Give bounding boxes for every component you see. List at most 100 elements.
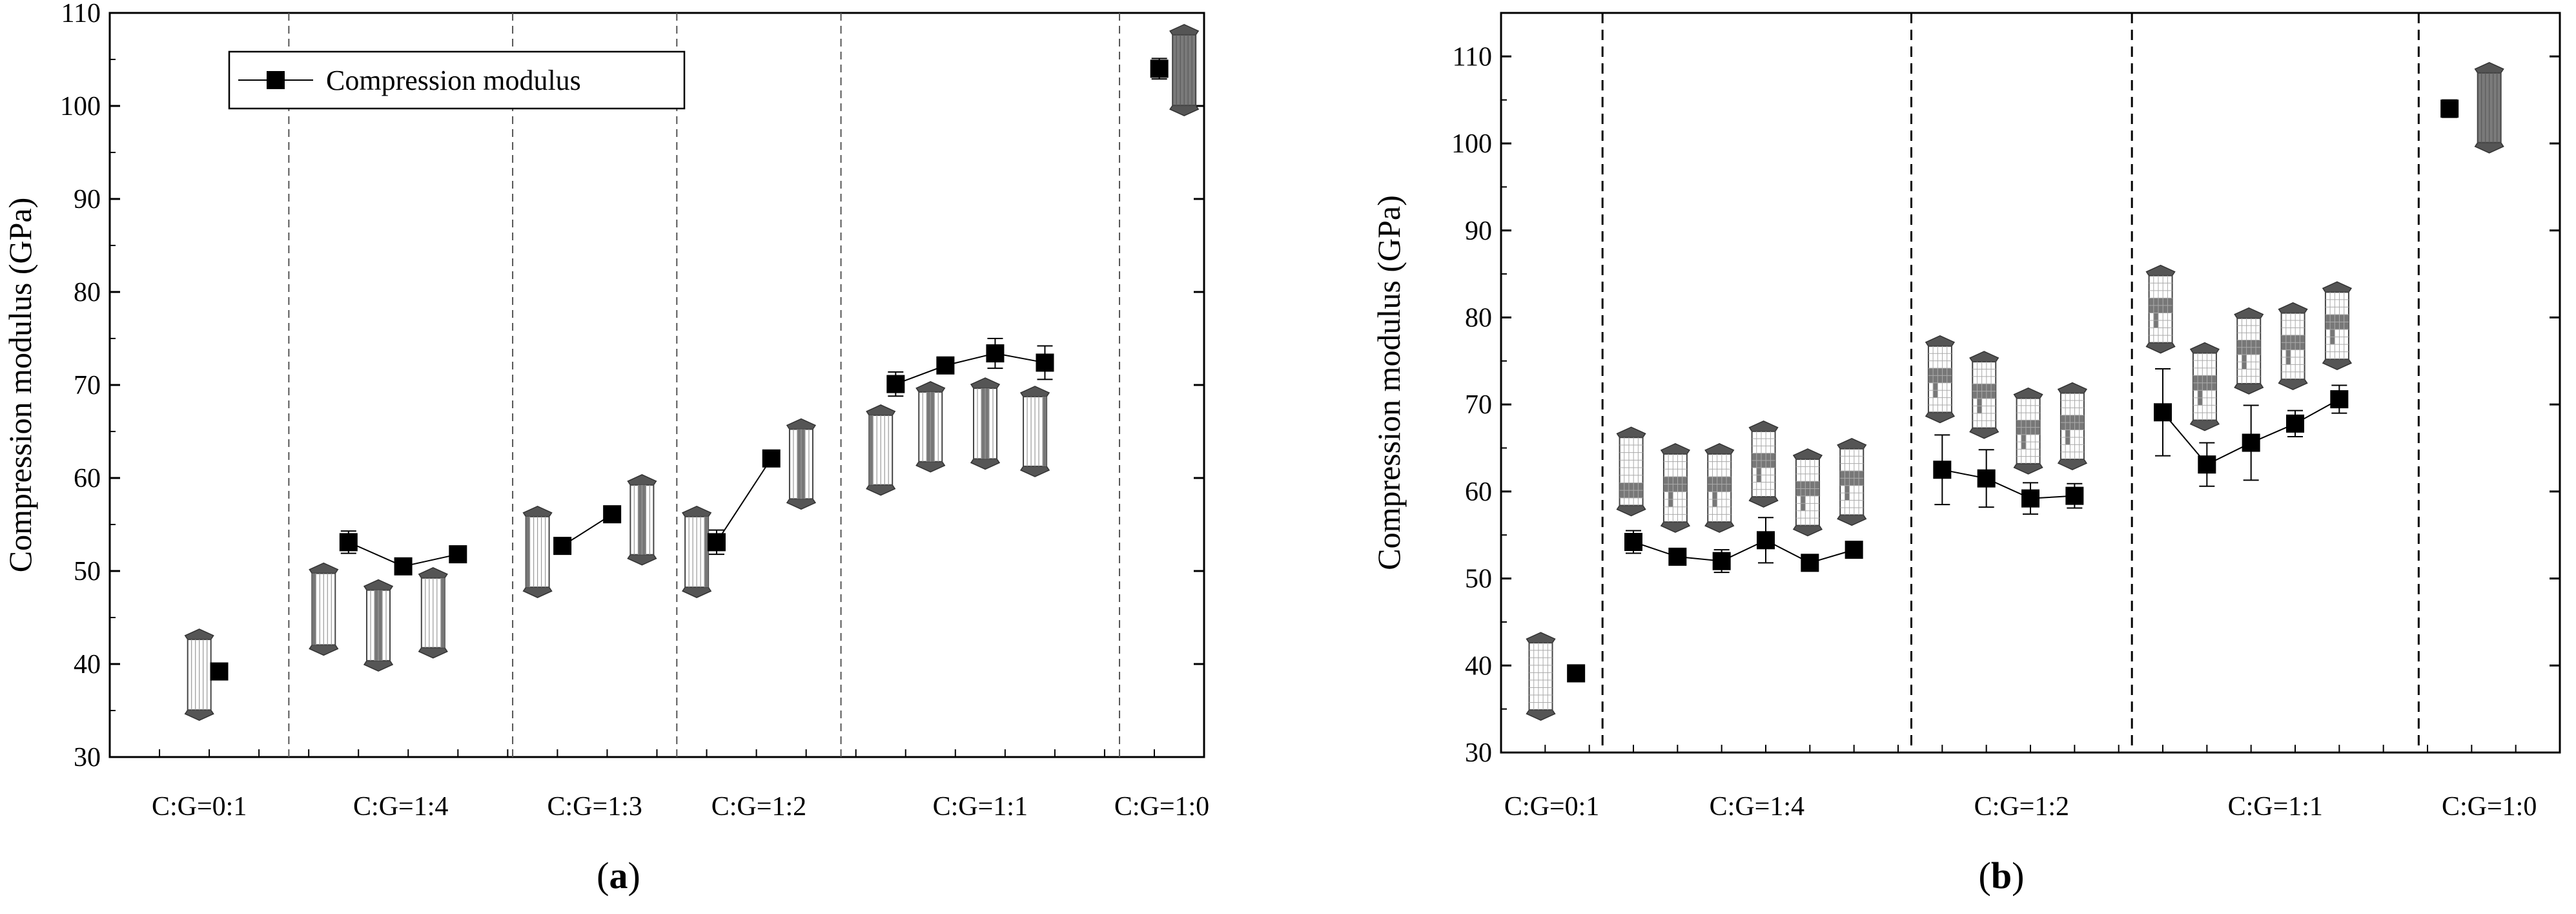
specimen-cap-bottom	[2013, 463, 2043, 475]
y-tick-label: 50	[1465, 565, 1492, 594]
y-tick-label: 110	[61, 0, 101, 28]
specimen-icon-13	[2234, 307, 2264, 395]
specimen-icon-15	[2322, 281, 2353, 371]
data-point	[2021, 489, 2039, 508]
specimen-cap-top	[970, 377, 1001, 389]
data-point	[1801, 554, 1819, 572]
category-label: C:G=1:2	[711, 792, 806, 822]
specimen-cap-bottom	[2145, 342, 2176, 354]
specimen-cap-bottom	[1526, 709, 1556, 721]
specimen-icon-4	[1748, 421, 1779, 508]
specimen-cap-bottom	[2234, 383, 2264, 395]
category-label: C:G=1:4	[1710, 792, 1804, 822]
specimen-cap-top	[1704, 443, 1735, 455]
specimen-icon-12	[1169, 24, 1200, 117]
data-point	[2154, 403, 2172, 422]
data-point	[1712, 552, 1731, 570]
specimen-cap-top	[1169, 24, 1200, 36]
specimen-cap-top	[915, 381, 946, 393]
specimen-cap-bottom	[1169, 105, 1200, 117]
specimen-icon-6	[1837, 437, 1867, 526]
specimen-cap-top	[418, 567, 448, 579]
y-axis-title: Compression modulus (GPa)	[2, 198, 38, 573]
panel-b: 30 40 50 60 70 80 90 100 110 C:G=0:1 C:G=1:4 C:G=1:…	[1371, 12, 2561, 897]
data-point	[936, 356, 955, 375]
specimen-cap-bottom	[1660, 521, 1691, 533]
specimen-cap-top	[522, 506, 553, 517]
legend-marker	[267, 71, 285, 89]
specimen-cap-bottom	[309, 644, 339, 656]
specimen-icon-0	[184, 628, 214, 722]
specimen-icon-8	[1969, 351, 1999, 439]
specimen-icon-12	[2189, 342, 2220, 431]
specimen-cap-bottom	[1925, 411, 1956, 424]
specimen-icon-11	[1019, 386, 1050, 477]
specimen-cap-top	[184, 628, 214, 640]
specimen-cap-top	[627, 474, 657, 486]
specimen-cap-bottom	[2322, 358, 2353, 371]
plot-frame	[1500, 12, 2561, 754]
specimen-cap-bottom	[1969, 427, 1999, 439]
panel-letter: a	[609, 855, 628, 897]
specimen-cap-bottom	[418, 647, 448, 659]
specimen-icon-7	[786, 418, 817, 510]
y-axis-title: Compression modulus (GPa)	[1371, 195, 1407, 570]
specimen-cap-top	[2145, 264, 2176, 276]
category-label: C:G=1:0	[2442, 792, 2537, 822]
series-line	[1942, 469, 2075, 499]
panel-letter: b	[1991, 855, 2012, 897]
y-tick-label: 50	[74, 557, 101, 587]
y-tick-label: 80	[74, 278, 101, 307]
specimen-icon-5	[1792, 448, 1823, 537]
specimen-cap-bottom	[522, 587, 553, 598]
specimen-cap-top	[1925, 335, 1956, 347]
series-line	[1633, 539, 1854, 564]
specimen-cap-top	[1748, 421, 1779, 432]
category-label: C:G=1:0	[1114, 792, 1209, 822]
specimen-body	[1528, 642, 1553, 711]
specimen-icon-4	[522, 506, 553, 598]
y-tick-label: 100	[60, 92, 101, 121]
data-point	[1668, 547, 1687, 566]
specimen-cap-bottom	[970, 458, 1001, 470]
specimen-icon-10	[970, 377, 1001, 470]
data-point	[2242, 433, 2260, 452]
y-tick-label: 60	[1465, 477, 1492, 507]
panel-a: 30 40 50 60 70 80 90 100 110 C:G=0:1 C:G=1:4 C:G=1:…	[2, 0, 1209, 897]
data-point	[1933, 461, 1952, 479]
specimen-cap-top	[2474, 62, 2504, 74]
specimen-icon-9	[2013, 387, 2043, 475]
series-line	[716, 458, 772, 543]
data-point	[2065, 486, 2084, 505]
specimen-cap-top	[2189, 342, 2220, 354]
specimen-cap-bottom	[1837, 514, 1867, 526]
specimen-icon-16	[2474, 62, 2504, 154]
specimen-cap-bottom	[2474, 142, 2504, 154]
specimen-cap-top	[1526, 632, 1556, 643]
category-label: C:G=0:1	[152, 792, 247, 822]
category-label: C:G=1:4	[353, 792, 448, 822]
specimen-cap-top	[1792, 448, 1823, 460]
data-point	[1977, 469, 1996, 488]
data-point	[553, 537, 572, 556]
specimen-icon-10	[2057, 382, 2088, 470]
series-line	[895, 353, 1045, 385]
specimen-icon-0	[1526, 632, 1556, 721]
specimen-cap-bottom	[1748, 496, 1779, 508]
specimen-cap-top	[1019, 386, 1050, 397]
y-tick-label: 80	[1465, 303, 1492, 333]
legend: Compression modulus	[228, 50, 686, 110]
specimen-cap-top	[2322, 281, 2353, 293]
specimen-cap-top	[1837, 437, 1867, 450]
y-tick-label: 70	[1465, 390, 1492, 420]
data-point	[1567, 664, 1586, 683]
specimen-dark-layer	[312, 573, 316, 645]
specimen-cap-bottom	[2278, 379, 2308, 391]
data-point	[1036, 353, 1054, 372]
specimen-cap-bottom	[363, 660, 394, 672]
specimen-cap-top	[1660, 443, 1691, 455]
specimen-icon-3	[418, 567, 448, 659]
category-label: C:G=1:2	[1974, 792, 2069, 822]
specimen-cap-bottom	[1019, 466, 1050, 477]
specimen-cap-bottom	[2057, 459, 2088, 470]
